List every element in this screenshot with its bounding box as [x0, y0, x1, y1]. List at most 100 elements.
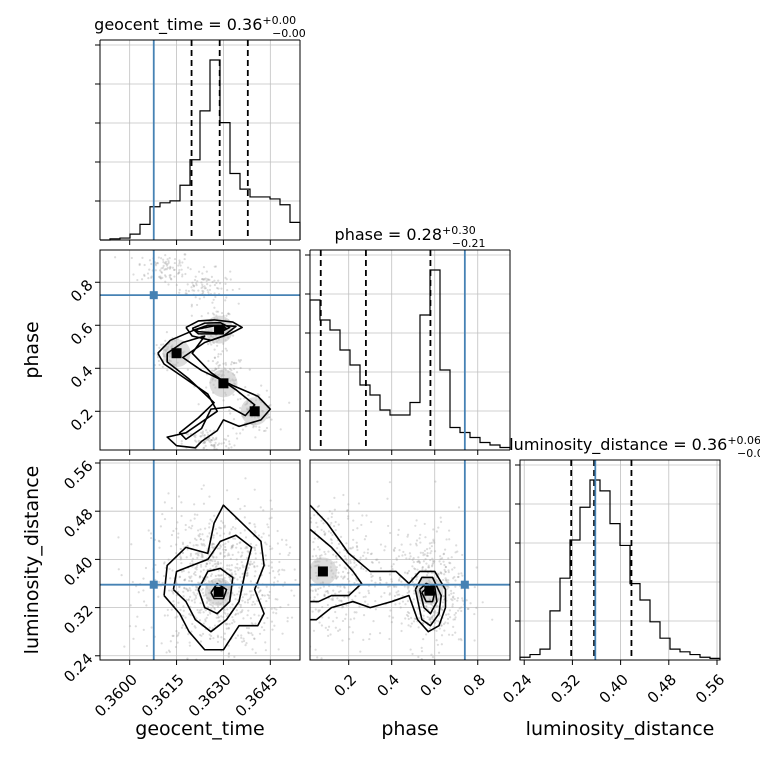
- scatter-phase-vs-luminosity_distance-point: [335, 561, 338, 564]
- scatter-phase-vs-luminosity_distance-point: [354, 595, 357, 598]
- scatter-geocent_time-vs-phase-point: [224, 299, 227, 302]
- scatter-geocent_time-vs-phase-point: [181, 275, 184, 278]
- scatter-geocent_time-vs-luminosity_distance-point: [305, 609, 307, 611]
- scatter-geocent_time-vs-luminosity_distance-point: [234, 636, 237, 640]
- hist-luminosity_distance-bin-2: [540, 649, 550, 660]
- scatter-phase-vs-luminosity_distance-point: [306, 582, 308, 584]
- scatter-phase-vs-luminosity_distance-point: [401, 594, 404, 598]
- scatter-geocent_time-vs-luminosity_distance-point: [169, 545, 173, 548]
- scatter-geocent_time-vs-luminosity_distance-point: [288, 551, 291, 555]
- scatter-geocent_time-vs-luminosity_distance-point: [180, 661, 182, 663]
- scatter-geocent_time-vs-luminosity_distance-point: [269, 548, 272, 551]
- scatter-geocent_time-vs-phase-point: [194, 275, 197, 278]
- scatter-geocent_time-vs-phase-point: [210, 444, 213, 447]
- scatter-phase-vs-luminosity_distance-point: [315, 521, 318, 524]
- scatter-phase-vs-luminosity_distance-point: [439, 562, 442, 566]
- scatter-phase-vs-luminosity_distance-point: [356, 548, 359, 552]
- scatter-geocent_time-vs-luminosity_distance-point: [250, 632, 253, 635]
- scatter-geocent_time-vs-luminosity_distance-point: [180, 626, 184, 629]
- scatter-geocent_time-vs-luminosity_distance-point: [181, 551, 184, 554]
- scatter-geocent_time-vs-luminosity_distance-point: [270, 507, 274, 511]
- scatter-geocent_time-vs-luminosity_distance-point: [199, 528, 202, 531]
- scatter-geocent_time-vs-luminosity_distance-point: [233, 570, 237, 573]
- scatter-geocent_time-vs-luminosity_distance-point: [249, 596, 252, 599]
- scatter-geocent_time-vs-luminosity_distance-point: [251, 562, 254, 566]
- scatter-geocent_time-vs-luminosity_distance-point: [302, 539, 304, 541]
- scatter-phase-vs-luminosity_distance-point: [425, 605, 428, 608]
- scatter-phase-vs-luminosity_distance-point: [380, 595, 383, 598]
- scatter-phase-vs-luminosity_distance-point: [449, 562, 452, 565]
- scatter-phase-vs-luminosity_distance-point: [335, 577, 338, 580]
- scatter-phase-vs-luminosity_distance-point: [364, 595, 367, 598]
- scatter-phase-vs-luminosity_distance-point: [290, 568, 292, 570]
- scatter-phase-vs-luminosity_distance-point: [315, 554, 318, 557]
- scatter-phase-vs-luminosity_distance-point: [411, 581, 414, 584]
- scatter-phase-vs-luminosity_distance-point: [307, 571, 309, 573]
- scatter-geocent_time-vs-luminosity_distance-point: [204, 579, 207, 582]
- scatter-geocent_time-vs-luminosity_distance-point: [253, 637, 256, 641]
- scatter-geocent_time-vs-luminosity_distance-point: [154, 563, 157, 567]
- scatter-phase-vs-luminosity_distance-point: [461, 574, 464, 577]
- scatter-geocent_time-vs-luminosity_distance-point: [281, 568, 284, 571]
- scatter-phase-vs-luminosity_distance-point: [441, 608, 444, 612]
- scatter-geocent_time-vs-phase-point: [202, 266, 206, 269]
- scatter-phase-vs-luminosity_distance-point: [347, 591, 350, 594]
- scatter-geocent_time-vs-phase-point: [216, 361, 219, 364]
- scatter-geocent_time-vs-phase-point: [207, 438, 210, 442]
- scatter-geocent_time-vs-luminosity_distance-point: [188, 579, 191, 582]
- scatter-geocent_time-vs-luminosity_distance-point: [273, 624, 276, 627]
- scatter-phase-vs-luminosity_distance-point: [360, 565, 363, 568]
- scatter-geocent_time-vs-luminosity_distance-point: [202, 484, 205, 487]
- scatter-geocent_time-vs-luminosity_distance-point: [220, 520, 223, 523]
- scatter-geocent_time-vs-luminosity_distance-truth-marker: [149, 580, 158, 589]
- scatter-phase-vs-luminosity_distance-point: [303, 636, 305, 638]
- scatter-geocent_time-vs-phase-point: [227, 312, 230, 315]
- scatter-geocent_time-vs-phase-point: [154, 269, 157, 272]
- scatter-geocent_time-vs-luminosity_distance-point: [206, 600, 209, 603]
- scatter-geocent_time-vs-luminosity_distance-point: [162, 574, 166, 578]
- scatter-geocent_time-vs-luminosity_distance-point: [199, 570, 203, 573]
- scatter-geocent_time-vs-luminosity_distance-point: [191, 524, 194, 528]
- scatter-geocent_time-vs-luminosity_distance-point: [254, 570, 257, 573]
- scatter-phase-vs-luminosity_distance-point: [460, 606, 463, 609]
- scatter-geocent_time-vs-luminosity_distance-point: [206, 576, 209, 579]
- scatter-geocent_time-vs-luminosity_distance-point: [249, 560, 252, 563]
- scatter-phase-vs-luminosity_distance-point: [443, 573, 446, 576]
- scatter-phase-vs-luminosity_distance-point: [425, 574, 429, 577]
- xtick-label-geocent_time-0: 0.3600: [91, 671, 141, 721]
- scatter-phase-vs-luminosity_distance-point: [294, 549, 296, 551]
- scatter-geocent_time-vs-luminosity_distance-point: [196, 608, 199, 612]
- scatter-phase-vs-luminosity_distance-point: [440, 624, 443, 627]
- scatter-phase-vs-luminosity_distance-point: [302, 583, 304, 585]
- scatter-geocent_time-vs-luminosity_distance-point: [142, 577, 145, 580]
- scatter-phase-vs-luminosity_distance-point: [388, 592, 392, 595]
- scatter-geocent_time-vs-phase-point: [207, 342, 210, 346]
- scatter-geocent_time-vs-luminosity_distance-point: [202, 543, 205, 546]
- scatter-geocent_time-vs-phase-point: [150, 275, 153, 278]
- scatter-geocent_time-vs-luminosity_distance-point: [233, 577, 236, 580]
- scatter-phase-vs-luminosity_distance-point: [417, 560, 420, 563]
- scatter-geocent_time-vs-luminosity_distance-point: [201, 554, 204, 557]
- hist-geocent_time-bin-15: [250, 197, 260, 240]
- scatter-phase-vs-luminosity_distance-point: [418, 560, 421, 564]
- scatter-geocent_time-vs-luminosity_distance-point: [237, 497, 240, 501]
- scatter-geocent_time-vs-luminosity_distance-point: [215, 616, 218, 619]
- scatter-geocent_time-vs-phase-point: [208, 288, 212, 292]
- scatter-phase-vs-luminosity_distance-point: [349, 561, 352, 565]
- scatter-geocent_time-vs-luminosity_distance-point: [248, 522, 251, 525]
- scatter-geocent_time-vs-luminosity_distance-point: [264, 641, 267, 644]
- scatter-phase-vs-luminosity_distance-contour-3: [418, 582, 438, 615]
- scatter-phase-vs-luminosity_distance-point: [330, 538, 333, 542]
- scatter-geocent_time-vs-luminosity_distance-point: [227, 644, 230, 647]
- scatter-phase-vs-luminosity_distance-point: [358, 605, 361, 608]
- scatter-geocent_time-vs-luminosity_distance-point: [227, 627, 230, 630]
- scatter-geocent_time-vs-luminosity_distance-point: [229, 606, 232, 609]
- scatter-geocent_time-vs-luminosity_distance-point: [205, 562, 208, 566]
- scatter-phase-vs-luminosity_distance-point: [434, 621, 437, 624]
- scatter-phase-vs-luminosity_distance-point: [438, 614, 441, 617]
- scatter-geocent_time-vs-luminosity_distance-point: [272, 581, 276, 584]
- scatter-geocent_time-vs-luminosity_distance-point: [223, 611, 226, 614]
- scatter-phase-vs-luminosity_distance-point: [331, 533, 334, 537]
- hist-luminosity_distance-bin-9: [610, 524, 620, 660]
- scatter-phase-vs-luminosity_distance-point: [292, 574, 294, 576]
